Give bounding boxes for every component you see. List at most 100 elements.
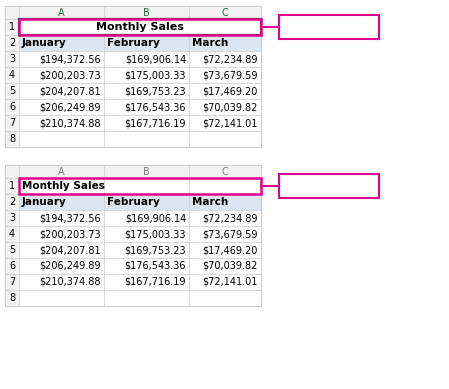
Text: January: January (22, 197, 67, 207)
Text: $200,203.73: $200,203.73 (40, 70, 101, 80)
Bar (189, 258, 261, 274)
Bar (19, 35, 104, 51)
Bar (104, 210, 189, 226)
Text: Merged cells: Merged cells (294, 22, 364, 32)
Bar (104, 67, 189, 83)
Text: 3: 3 (9, 54, 15, 64)
Bar (5, 165, 19, 178)
Bar (19, 6, 104, 19)
Text: Monthly Sales: Monthly Sales (96, 22, 184, 32)
Bar (19, 178, 261, 194)
Bar (189, 165, 261, 178)
Text: Unmerged cells: Unmerged cells (286, 181, 373, 191)
Bar (19, 19, 261, 35)
Text: 5: 5 (9, 86, 15, 96)
Text: 6: 6 (9, 261, 15, 271)
Bar (189, 274, 261, 290)
Bar (19, 83, 104, 99)
Text: 1: 1 (9, 22, 15, 32)
Bar (279, 174, 379, 198)
Bar (19, 67, 104, 83)
Bar (19, 242, 104, 258)
Bar (19, 99, 104, 115)
Text: 8: 8 (9, 293, 15, 303)
Bar (5, 290, 19, 306)
Bar (189, 226, 261, 242)
Bar (189, 67, 261, 83)
Bar (5, 210, 19, 226)
Bar (189, 178, 261, 194)
Bar (19, 226, 104, 242)
Bar (5, 242, 19, 258)
Text: $17,469.20: $17,469.20 (202, 245, 258, 255)
Text: $200,203.73: $200,203.73 (40, 229, 101, 239)
Bar (19, 194, 104, 210)
Text: $167,716.19: $167,716.19 (124, 277, 186, 287)
Bar (104, 290, 189, 306)
Text: $206,249.89: $206,249.89 (40, 102, 101, 112)
Text: $169,753.23: $169,753.23 (124, 86, 186, 96)
Text: 5: 5 (9, 245, 15, 255)
Bar (104, 165, 189, 178)
Text: $210,374.88: $210,374.88 (40, 277, 101, 287)
Text: 4: 4 (9, 229, 15, 239)
Bar (19, 115, 104, 131)
Bar (5, 115, 19, 131)
Bar (19, 274, 104, 290)
Text: $194,372.56: $194,372.56 (40, 54, 101, 64)
Bar (104, 226, 189, 242)
Text: 4: 4 (9, 70, 15, 80)
Text: $204,207.81: $204,207.81 (40, 245, 101, 255)
Text: Monthly Sales: Monthly Sales (22, 181, 105, 191)
Bar (19, 258, 104, 274)
Text: $70,039.82: $70,039.82 (202, 102, 258, 112)
Bar (189, 99, 261, 115)
Text: C: C (222, 166, 229, 177)
Bar (5, 83, 19, 99)
Text: March: March (192, 197, 228, 207)
Bar (5, 6, 261, 147)
Bar (189, 35, 261, 51)
Text: 1: 1 (9, 181, 15, 191)
Bar (189, 290, 261, 306)
Bar (189, 6, 261, 19)
Bar (189, 115, 261, 131)
Bar (19, 131, 104, 147)
Bar (104, 115, 189, 131)
Text: 2: 2 (9, 38, 15, 48)
Text: $73,679.59: $73,679.59 (202, 229, 258, 239)
Bar (189, 83, 261, 99)
Bar (19, 290, 104, 306)
Text: $206,249.89: $206,249.89 (40, 261, 101, 271)
Text: $17,469.20: $17,469.20 (202, 86, 258, 96)
Text: A: A (58, 166, 65, 177)
Bar (5, 131, 19, 147)
Bar (5, 258, 19, 274)
Text: $175,003.33: $175,003.33 (124, 70, 186, 80)
Text: A: A (58, 7, 65, 18)
Text: B: B (143, 7, 150, 18)
Text: $204,207.81: $204,207.81 (40, 86, 101, 96)
Text: B: B (143, 166, 150, 177)
Text: $175,003.33: $175,003.33 (124, 229, 186, 239)
Bar (19, 19, 261, 35)
Text: $167,716.19: $167,716.19 (124, 118, 186, 128)
Text: $169,906.14: $169,906.14 (125, 54, 186, 64)
Text: $72,234.89: $72,234.89 (202, 54, 258, 64)
Text: $169,753.23: $169,753.23 (124, 245, 186, 255)
Bar (104, 178, 189, 194)
Bar (5, 274, 19, 290)
Bar (5, 35, 19, 51)
Bar (104, 274, 189, 290)
Bar (104, 83, 189, 99)
Text: $169,906.14: $169,906.14 (125, 213, 186, 223)
Bar (104, 242, 189, 258)
Text: 8: 8 (9, 134, 15, 144)
Text: $210,374.88: $210,374.88 (40, 118, 101, 128)
Text: $72,141.01: $72,141.01 (202, 277, 258, 287)
Bar (5, 51, 19, 67)
Text: January: January (22, 38, 67, 48)
Text: February: February (107, 38, 160, 48)
Bar (189, 210, 261, 226)
Bar (19, 51, 104, 67)
